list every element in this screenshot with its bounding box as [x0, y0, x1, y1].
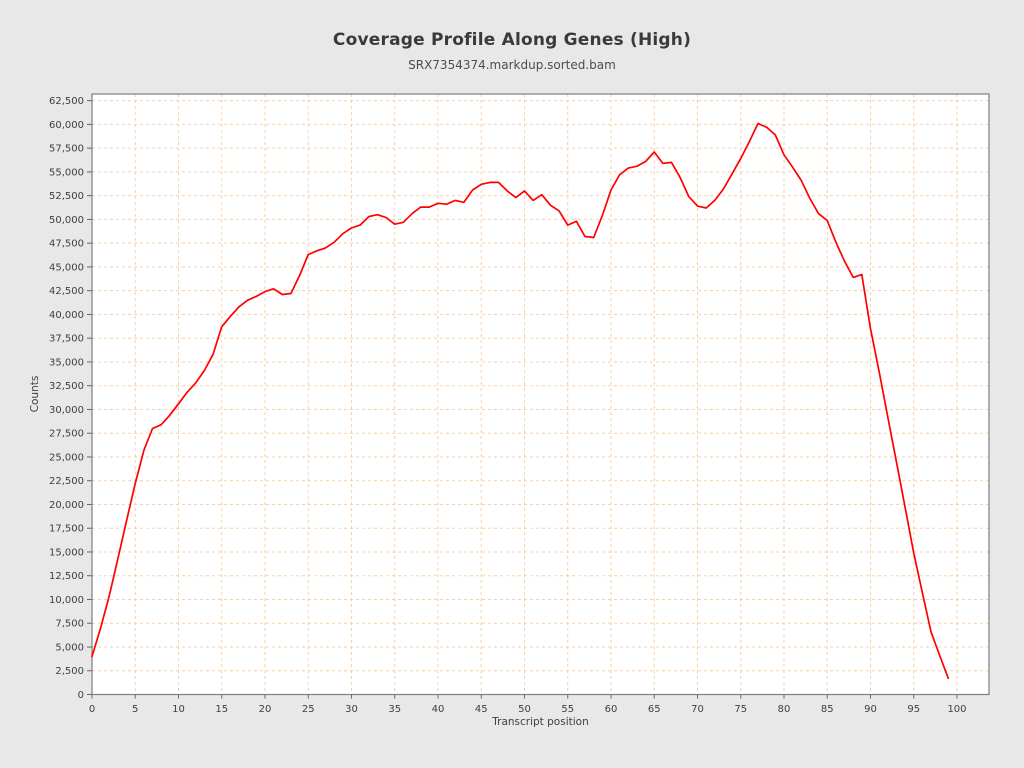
plot-border: [91, 93, 990, 696]
x-tick-label: 95: [907, 704, 920, 715]
y-tick-label: 62,500: [49, 96, 84, 107]
plot-area: [92, 94, 989, 695]
y-tick-label: 25,000: [49, 452, 84, 463]
y-tick-label: 35,000: [49, 357, 84, 368]
x-tick-label: 20: [259, 704, 272, 715]
x-tick-label: 65: [648, 704, 661, 715]
y-tick-label: 57,500: [49, 144, 84, 155]
y-tick-label: 12,500: [49, 571, 84, 582]
y-tick-label: 17,500: [49, 524, 84, 535]
x-tick-label: 30: [345, 704, 358, 715]
x-tick-label: 75: [734, 704, 747, 715]
x-tick-label: 100: [947, 704, 966, 715]
x-tick-label: 15: [215, 704, 228, 715]
y-tick-label: 40,000: [49, 310, 84, 321]
y-tick-label: 50,000: [49, 215, 84, 226]
y-tick-label: 10,000: [49, 595, 84, 606]
y-tick-label: 32,500: [49, 381, 84, 392]
y-tick-label: 30,000: [49, 405, 84, 416]
y-tick-label: 45,000: [49, 262, 84, 273]
x-tick-label: 10: [172, 704, 185, 715]
x-tick-label: 5: [132, 704, 138, 715]
y-tick-label: 42,500: [49, 286, 84, 297]
x-axis-title: Transcript position: [492, 716, 589, 728]
x-tick-label: 50: [518, 704, 531, 715]
coverage-series-line: [91, 122, 950, 680]
x-tick-label: 0: [89, 704, 95, 715]
y-tick-label: 22,500: [49, 476, 84, 487]
y-tick-label: 2,500: [55, 666, 84, 677]
x-tick-label: 90: [864, 704, 877, 715]
x-tick-label: 25: [302, 704, 315, 715]
y-tick-label: 5,000: [55, 642, 84, 653]
y-tick-label: 47,500: [49, 239, 84, 250]
y-axis-title: Counts: [29, 375, 41, 413]
chart-title: Coverage Profile Along Genes (High): [332, 30, 692, 50]
x-tick-label: 35: [388, 704, 401, 715]
x-tick-label: 60: [605, 704, 618, 715]
x-tick-label: 55: [561, 704, 574, 715]
x-tick-label: 45: [475, 704, 488, 715]
y-tick-label: 60,000: [49, 120, 84, 131]
y-tick-label: 52,500: [49, 191, 84, 202]
y-tick-label: 20,000: [49, 500, 84, 511]
y-tick-label: 27,500: [49, 429, 84, 440]
x-tick-label: 70: [691, 704, 704, 715]
x-tick-label: 80: [778, 704, 791, 715]
y-tick-label: 37,500: [49, 334, 84, 345]
y-tick-label: 7,500: [55, 619, 84, 630]
y-tick-label: 0: [78, 690, 84, 701]
x-tick-label: 40: [432, 704, 445, 715]
y-tick-label: 55,000: [49, 167, 84, 178]
chart-subtitle: SRX7354374.markdup.sorted.bam: [408, 58, 616, 72]
x-tick-label: 85: [821, 704, 834, 715]
y-tick-label: 15,000: [49, 547, 84, 558]
